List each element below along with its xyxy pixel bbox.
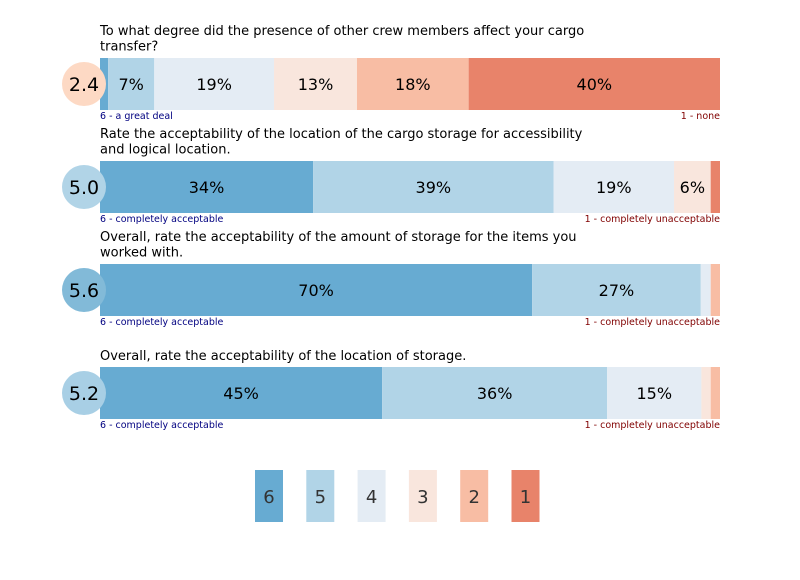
right-anchor-label: 1 - completely unacceptable <box>585 420 721 431</box>
bar-segment-2 <box>710 367 720 419</box>
right-anchor-label: 1 - none <box>681 111 720 122</box>
legend-label: 5 <box>315 487 326 508</box>
segment-percent-label: 36% <box>477 384 513 403</box>
legend-swatch-5 <box>306 470 335 522</box>
legend-swatch-1 <box>511 470 540 522</box>
mean-score-circle <box>62 165 106 209</box>
bar-segment-4 <box>700 264 711 316</box>
legend-label: 6 <box>263 487 274 508</box>
bar-segment-6 <box>100 264 533 316</box>
legend-swatch-4 <box>357 470 386 522</box>
left-anchor-label: 6 - a great deal <box>100 111 173 122</box>
bar-segment-4 <box>553 161 675 213</box>
bar-segment-3 <box>674 161 711 213</box>
segment-percent-label: 19% <box>596 178 632 197</box>
mean-score-value: 5.6 <box>69 280 99 302</box>
question-title: Rate the acceptability of the location o… <box>100 127 583 142</box>
question-title: worked with. <box>100 246 183 261</box>
legend-swatch-6 <box>255 470 283 522</box>
legend-swatch-3 <box>408 470 437 522</box>
segment-percent-label: 7% <box>118 75 143 94</box>
bar-segment-3 <box>701 367 711 419</box>
mean-score-value: 5.2 <box>69 383 99 405</box>
bar-segment-5 <box>382 367 608 419</box>
bar-segment-4 <box>607 367 702 419</box>
bar-segment-1 <box>468 58 720 110</box>
mean-score-value: 5.0 <box>69 177 99 199</box>
left-anchor-label: 6 - completely acceptable <box>100 317 224 328</box>
bar-segment-2 <box>356 58 469 110</box>
question-title: transfer? <box>100 40 158 55</box>
mean-score-circle <box>62 62 106 106</box>
right-anchor-label: 1 - completely unacceptable <box>585 214 721 225</box>
mean-score-value: 2.4 <box>69 74 99 96</box>
segment-percent-label: 18% <box>395 75 431 94</box>
bar-segment-6 <box>100 367 383 419</box>
segment-percent-label: 70% <box>298 281 334 300</box>
question-title: To what degree did the presence of other… <box>99 24 584 39</box>
bar-segment-6 <box>100 161 314 213</box>
segment-percent-label: 34% <box>189 178 225 197</box>
segment-percent-label: 45% <box>223 384 259 403</box>
right-anchor-label: 1 - completely unacceptable <box>585 317 721 328</box>
segment-percent-label: 15% <box>636 384 672 403</box>
legend-label: 1 <box>520 487 531 508</box>
mean-score-circle <box>62 268 106 312</box>
segment-percent-label: 39% <box>416 178 452 197</box>
bar-segment-5 <box>313 161 554 213</box>
mean-score-circle <box>62 371 106 415</box>
segment-percent-label: 27% <box>599 281 635 300</box>
bar-segment-2 <box>710 264 720 316</box>
question-title: Overall, rate the acceptability of the l… <box>100 349 466 364</box>
question-title: Overall, rate the acceptability of the a… <box>100 230 577 245</box>
legend-label: 4 <box>366 487 377 508</box>
bar-segment-3 <box>274 58 357 110</box>
segment-percent-label: 40% <box>577 75 613 94</box>
bar-segment-5 <box>108 58 155 110</box>
segment-percent-label: 13% <box>298 75 334 94</box>
segment-percent-label: 19% <box>196 75 232 94</box>
bar-segment-5 <box>532 264 701 316</box>
legend-label: 3 <box>417 487 428 508</box>
bar-segment-1 <box>710 161 720 213</box>
bar-segment-4 <box>154 58 275 110</box>
segment-percent-label: 6% <box>680 178 705 197</box>
legend-swatch-2 <box>460 470 489 522</box>
question-title: and logical location. <box>100 143 231 158</box>
left-anchor-label: 6 - completely acceptable <box>100 214 224 225</box>
left-anchor-label: 6 - completely acceptable <box>100 420 224 431</box>
legend-label: 2 <box>468 487 479 508</box>
